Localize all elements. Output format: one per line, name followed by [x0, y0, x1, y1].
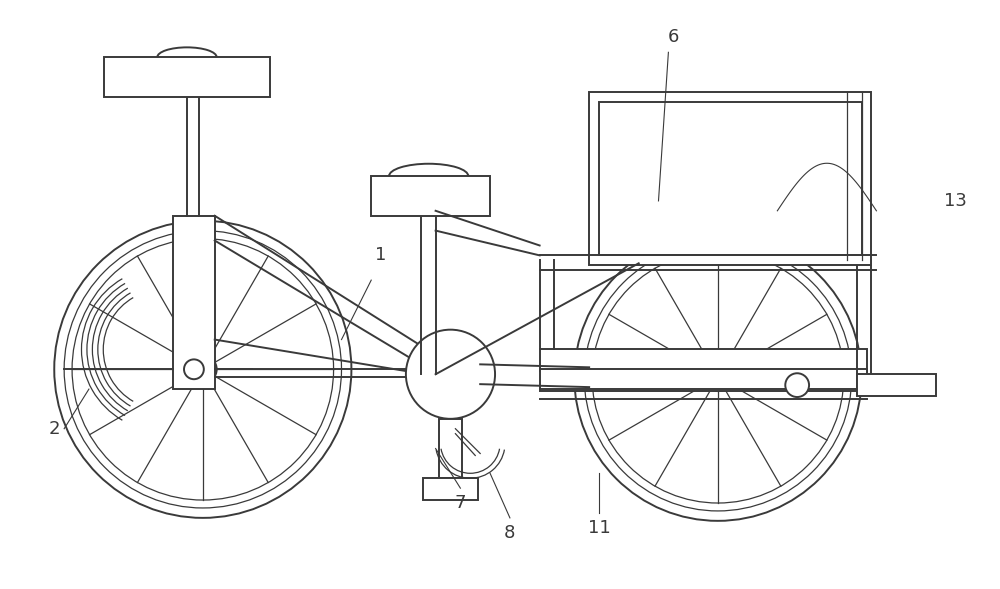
Bar	[173, 216, 215, 389]
Text: 7: 7	[455, 494, 466, 512]
Circle shape	[72, 239, 334, 500]
Circle shape	[64, 231, 342, 508]
Circle shape	[406, 330, 495, 419]
Bar	[857, 374, 936, 396]
Bar	[104, 57, 270, 97]
Circle shape	[54, 221, 351, 518]
Circle shape	[785, 373, 809, 397]
Bar	[540, 369, 867, 391]
Circle shape	[184, 359, 204, 379]
Text: 8: 8	[504, 524, 516, 542]
Bar	[540, 349, 867, 371]
Circle shape	[574, 234, 862, 521]
Circle shape	[592, 252, 844, 503]
Circle shape	[704, 363, 732, 391]
Circle shape	[189, 355, 217, 383]
Bar	[423, 478, 478, 500]
Bar	[371, 176, 490, 216]
Bar	[439, 419, 462, 478]
Text: 11: 11	[588, 519, 610, 537]
Text: 1: 1	[375, 246, 387, 264]
Bar	[599, 102, 862, 256]
Text: 13: 13	[944, 192, 967, 210]
Text: 6: 6	[668, 28, 679, 47]
Bar	[589, 92, 871, 265]
Text: 2: 2	[48, 420, 60, 438]
Circle shape	[584, 243, 852, 511]
